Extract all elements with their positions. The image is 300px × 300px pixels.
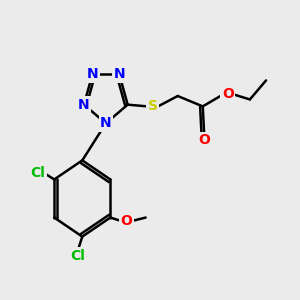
Text: N: N bbox=[100, 116, 112, 130]
Text: N: N bbox=[86, 68, 98, 81]
Text: O: O bbox=[198, 133, 210, 147]
Text: O: O bbox=[121, 214, 133, 228]
Text: N: N bbox=[113, 68, 125, 81]
Text: O: O bbox=[222, 87, 234, 101]
Text: Cl: Cl bbox=[31, 166, 46, 179]
Text: S: S bbox=[148, 99, 158, 113]
Text: Cl: Cl bbox=[70, 249, 85, 263]
Text: N: N bbox=[78, 98, 90, 112]
